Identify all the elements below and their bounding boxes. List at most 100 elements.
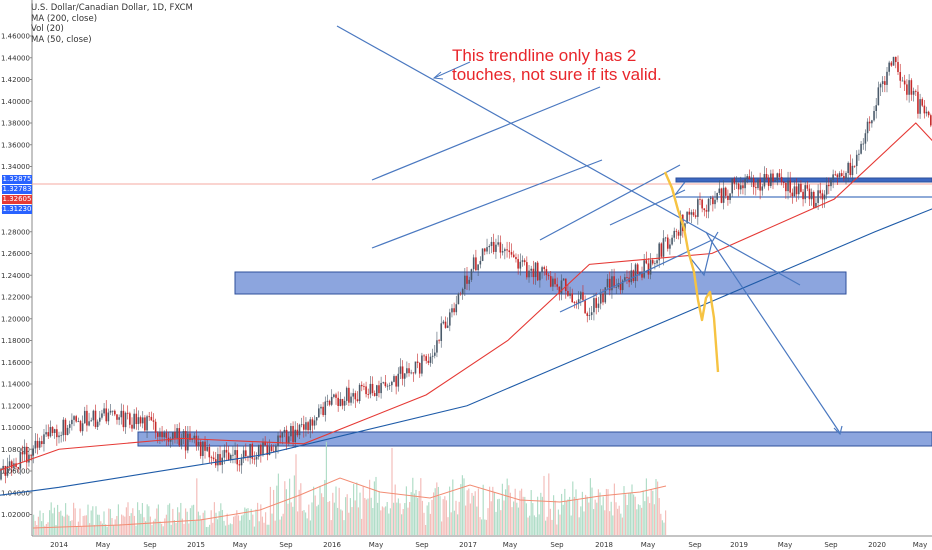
candle-body — [860, 143, 862, 154]
candle-body — [191, 439, 193, 440]
volume-bar — [277, 473, 279, 535]
candle-body — [925, 111, 928, 114]
volume-bar — [250, 508, 252, 535]
volume-bar — [237, 515, 239, 535]
candle-body — [442, 321, 445, 324]
candle-body — [206, 446, 208, 451]
volume-bar — [645, 478, 647, 535]
candle-body — [161, 431, 163, 438]
volume-bar — [426, 505, 428, 535]
volume-bar — [410, 492, 412, 535]
volume-bar — [164, 518, 166, 535]
volume-bar — [381, 506, 383, 535]
candle-body — [875, 105, 877, 112]
candle-body — [810, 191, 813, 200]
candle-body — [688, 211, 691, 215]
volume-bar — [333, 502, 335, 535]
volume-bar — [186, 511, 188, 535]
volume-bar — [156, 508, 158, 535]
x-tick-label: Sep — [688, 541, 702, 549]
candle-body — [309, 419, 312, 431]
volume-bar — [353, 484, 355, 535]
volume-bar — [556, 524, 558, 535]
candle-body — [823, 194, 826, 200]
volume-bar — [506, 478, 508, 535]
candle-body — [552, 278, 554, 287]
volume-bar — [637, 504, 639, 535]
volume-bar — [647, 496, 649, 535]
candle-body — [148, 416, 150, 418]
volume-bar — [261, 516, 263, 535]
candle-body — [105, 408, 108, 422]
candle-body — [641, 272, 643, 278]
volume-bar — [193, 504, 195, 535]
candle-body — [709, 197, 712, 199]
volume-bar — [508, 485, 510, 535]
volume-bar — [105, 524, 107, 535]
candle-body — [380, 383, 382, 394]
candle-body — [180, 437, 183, 446]
candle-body — [787, 180, 789, 192]
volume-bar — [458, 501, 460, 535]
candle-body — [611, 276, 613, 291]
candle-body — [433, 352, 436, 356]
volume-bar — [620, 513, 622, 535]
y-tick-label: 1.36000 — [1, 141, 30, 149]
volume-bar — [189, 508, 191, 535]
annotation-line-1: This trendline only has 2 — [452, 46, 637, 65]
candle-body — [272, 450, 275, 452]
candle-body — [120, 410, 123, 418]
volume-bar — [388, 513, 390, 535]
volume-bar — [265, 512, 267, 535]
volume-bar — [525, 503, 527, 535]
candle-body — [714, 199, 716, 205]
volume-bar — [281, 516, 283, 535]
volume-bar — [484, 519, 486, 535]
candle-body — [912, 90, 915, 95]
candle-body — [34, 440, 37, 449]
candle-body — [223, 449, 226, 458]
candle-body — [427, 360, 430, 363]
candle-body — [515, 257, 517, 260]
candle-body — [88, 421, 90, 426]
candle-body — [534, 262, 537, 278]
y-tick-label: 1.28000 — [1, 228, 30, 236]
volume-bar — [341, 510, 343, 535]
volume-bar — [103, 511, 105, 535]
volume-bar — [545, 520, 547, 535]
candle-body — [492, 241, 495, 252]
volume-bar — [417, 497, 419, 535]
volume-bar — [93, 524, 95, 535]
volume-bar — [229, 523, 231, 535]
volume-bar — [44, 525, 46, 535]
candle-body — [651, 260, 654, 264]
volume-bar — [505, 489, 507, 535]
volume-bar — [346, 494, 348, 535]
candle-body — [264, 441, 266, 446]
candle-body — [847, 162, 849, 174]
candle-body — [99, 417, 101, 422]
candle-body — [75, 416, 77, 422]
volume-bar — [479, 517, 481, 535]
volume-bar — [61, 515, 63, 535]
candle-body — [227, 452, 230, 461]
volume-bar — [493, 492, 495, 535]
volume-bar — [124, 516, 126, 535]
candle-body — [539, 272, 541, 281]
candle-body — [530, 268, 532, 271]
volume-bar — [457, 514, 459, 535]
candle-body — [664, 237, 667, 239]
volume-bar — [610, 501, 612, 535]
candle-body — [204, 441, 206, 451]
candle-body — [53, 429, 56, 433]
candle-body — [10, 461, 13, 469]
candle-body — [526, 262, 528, 278]
candle-body — [184, 430, 187, 451]
candle-body — [94, 410, 97, 427]
volume-bar — [631, 484, 633, 535]
candle-body — [386, 385, 389, 387]
candle-body — [626, 277, 628, 279]
candle-body — [455, 304, 458, 313]
candle-body — [588, 315, 591, 316]
